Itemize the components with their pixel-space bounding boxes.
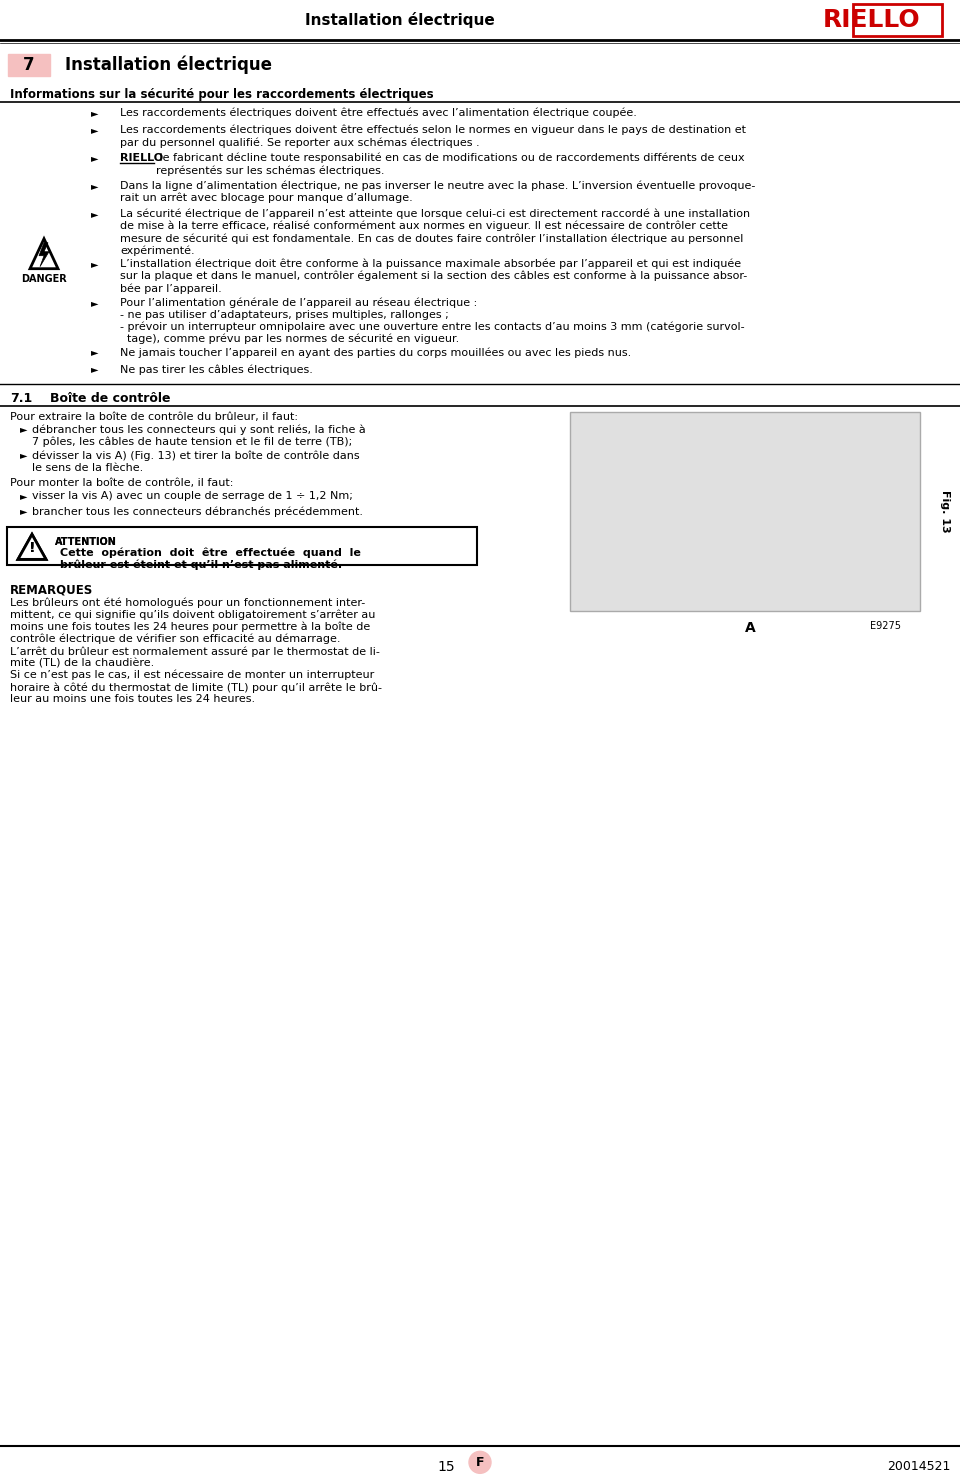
Text: ►: ►	[91, 297, 99, 307]
Text: brancher tous les connecteurs débranchés précédemment.: brancher tous les connecteurs débranchés…	[32, 507, 363, 517]
Bar	[7, 528, 477, 566]
Text: ►: ►	[91, 365, 99, 374]
Text: ►: ►	[91, 259, 99, 269]
Text: ►: ►	[20, 507, 28, 516]
Text: Ne jamais toucher l’appareil en ayant des parties du corps mouillées ou avec les: Ne jamais toucher l’appareil en ayant de…	[120, 347, 632, 358]
Text: débrancher tous les connecteurs qui y sont reliés, la fiche à
7 pôles, les câble: débrancher tous les connecteurs qui y so…	[32, 424, 366, 448]
Text: Installation électrique: Installation électrique	[65, 56, 272, 74]
Text: 7.1: 7.1	[10, 392, 33, 405]
Text: E9275: E9275	[870, 621, 901, 631]
Text: Boîte de contrôle: Boîte de contrôle	[50, 392, 171, 405]
Circle shape	[469, 1451, 491, 1474]
Text: ►: ►	[91, 152, 99, 163]
Text: REMARQUES: REMARQUES	[10, 584, 93, 596]
Text: Ne pas tirer les câbles électriques.: Ne pas tirer les câbles électriques.	[120, 365, 313, 375]
Text: Les raccordements électriques doivent être effectués selon le normes en vigueur : Les raccordements électriques doivent êt…	[120, 124, 746, 148]
Text: F: F	[476, 1456, 484, 1469]
Text: visser la vis A) avec un couple de serrage de 1 ÷ 1,2 Nm;: visser la vis A) avec un couple de serra…	[32, 492, 353, 501]
Text: ►: ►	[20, 451, 28, 461]
Text: ATTENTION: ATTENTION	[55, 538, 117, 547]
Text: RIELLO: RIELLO	[823, 7, 920, 33]
Text: Les raccordements électriques doivent être effectués avec l’alimentation électri: Les raccordements électriques doivent êt…	[120, 108, 636, 118]
Bar	[8, 53, 50, 75]
Text: Installation électrique: Installation électrique	[305, 12, 494, 28]
Text: ►: ►	[20, 492, 28, 501]
Bar	[570, 411, 920, 612]
Text: Pour extraire la boîte de contrôle du brûleur, il faut:: Pour extraire la boîte de contrôle du br…	[10, 411, 298, 421]
Text: !: !	[29, 541, 36, 556]
Text: ATTENTION: ATTENTION	[55, 538, 117, 547]
Text: Pour monter la boîte de contrôle, il faut:: Pour monter la boîte de contrôle, il fau…	[10, 479, 233, 488]
Polygon shape	[39, 242, 49, 266]
Text: La sécurité électrique de l’appareil n’est atteinte que lorsque celui-ci est dir: La sécurité électrique de l’appareil n’e…	[120, 208, 750, 256]
Text: ►: ►	[20, 424, 28, 435]
Text: dévisser la vis A) (Fig. 13) et tirer la boîte de contrôle dans
le sens de la fl: dévisser la vis A) (Fig. 13) et tirer la…	[32, 451, 360, 473]
Text: !: !	[29, 541, 36, 556]
Text: Cette  opération  doit  être  effectuée  quand  le
brûleur est éteint et qu’il n: Cette opération doit être effectuée quan…	[60, 547, 361, 571]
Text: Informations sur la sécurité pour les raccordements électriques: Informations sur la sécurité pour les ra…	[10, 87, 434, 101]
Text: DANGER: DANGER	[21, 273, 67, 284]
Text: ►: ►	[91, 180, 99, 191]
Text: 15: 15	[438, 1460, 455, 1475]
Text: RIELLO: RIELLO	[120, 152, 163, 163]
Text: le fabricant décline toute responsabilité en cas de modifications ou de raccorde: le fabricant décline toute responsabilit…	[156, 152, 745, 176]
Text: A: A	[745, 621, 756, 636]
Text: 20014521: 20014521	[887, 1460, 950, 1474]
Text: ►: ►	[91, 124, 99, 134]
Text: Les brûleurs ont été homologués pour un fonctionnement inter-
mittent, ce qui si: Les brûleurs ont été homologués pour un …	[10, 597, 382, 704]
Bar	[0, 0, 960, 40]
Text: ►: ►	[91, 108, 99, 118]
Text: Pour l’alimentation générale de l’appareil au réseau électrique :
- ne pas utili: Pour l’alimentation générale de l’appare…	[120, 297, 745, 344]
FancyBboxPatch shape	[853, 4, 942, 35]
Text: Dans la ligne d’alimentation électrique, ne pas inverser le neutre avec la phase: Dans la ligne d’alimentation électrique,…	[120, 180, 756, 204]
Polygon shape	[30, 239, 58, 269]
Text: ►: ►	[91, 208, 99, 219]
Polygon shape	[18, 535, 46, 559]
Text: L’installation électrique doit être conforme à la puissance maximale absorbée pa: L’installation électrique doit être conf…	[120, 259, 747, 294]
Text: ►: ►	[91, 347, 99, 358]
Text: Fig. 13: Fig. 13	[940, 491, 950, 532]
Text: 7: 7	[23, 56, 35, 74]
